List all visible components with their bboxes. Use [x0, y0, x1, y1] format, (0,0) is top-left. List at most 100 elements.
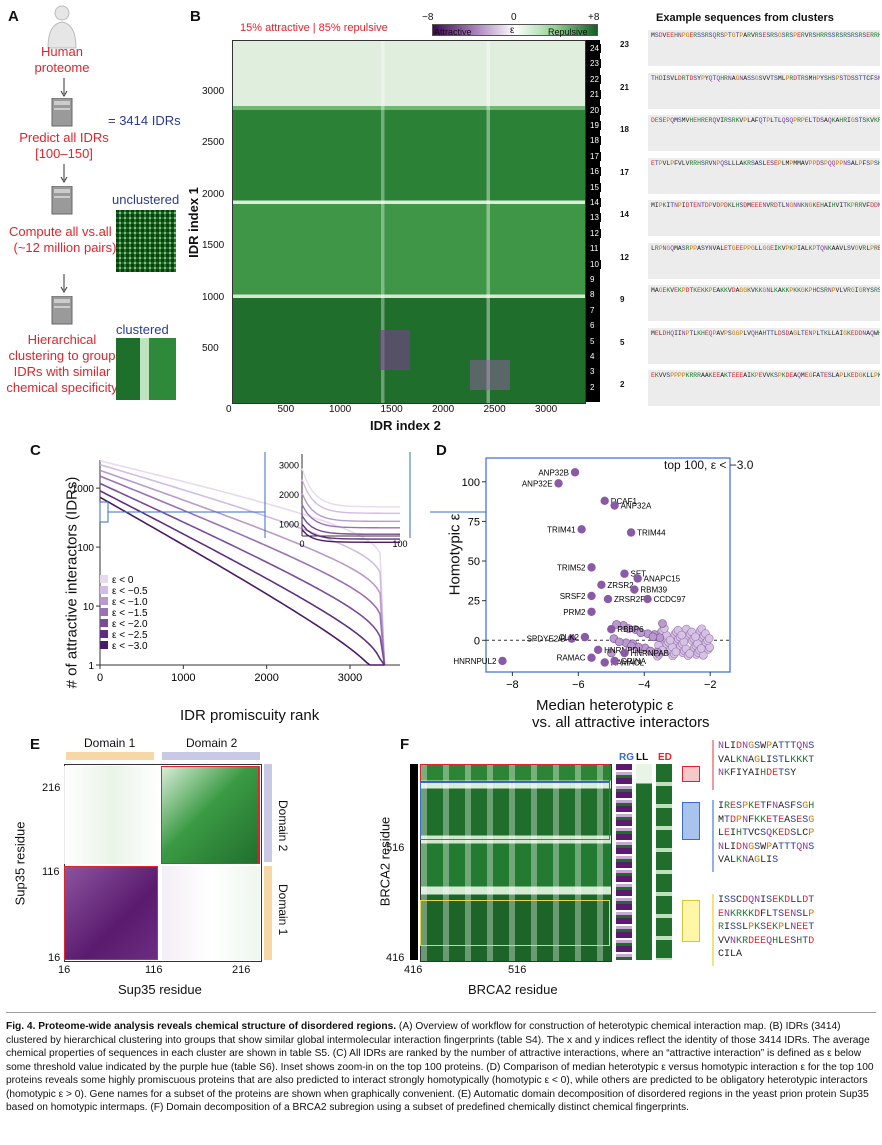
sequence-line: ISSCDQNISEKDLLDT [718, 895, 815, 906]
cluster-label: 3 [588, 367, 597, 377]
c-legend-swatch [100, 641, 108, 649]
d-point [624, 624, 634, 633]
chart-d-ylabel: Homotypic ε [446, 513, 464, 596]
seq-red-block: NLIDNGSWPATTTQNS VALKNAGLISTLKKKT NKFIYAIH… [718, 740, 814, 781]
computer-icon [51, 98, 73, 127]
sequence-line: LEIHTVCSQKEDSLCP [718, 828, 815, 839]
domain2-box [161, 766, 259, 864]
track-rg [616, 764, 632, 960]
d-point-label: CLK2 [559, 633, 580, 642]
sup35-domain2-block [162, 766, 260, 864]
d-point-label: RAMAC [557, 654, 586, 663]
cluster-label: 24 [588, 44, 601, 53]
domain2-bar-right [264, 764, 272, 862]
e-xtick-116: 116 [145, 964, 163, 976]
example-sequence: MAGEKVEKPDTKEKKPEAKKVDAGGKVKKGNLKAKKPKKG… [648, 285, 880, 321]
d-point [658, 619, 667, 628]
c-series-line [99, 460, 386, 666]
heatmap-ytick: 2500 [202, 137, 225, 148]
d-point [606, 648, 616, 658]
sequence-line: NLIDNGSWPATTTQNS [718, 741, 815, 752]
cluster-label: 16 [588, 167, 601, 177]
d-point [570, 468, 580, 477]
e-xlabel: Sup35 residue [118, 982, 202, 997]
example-cluster-number: 5 [620, 337, 625, 347]
c-series-line [99, 496, 385, 666]
seq-red-line [712, 740, 714, 790]
c-ytick: 1000 [72, 484, 95, 495]
d-point-label: RBM39 [640, 586, 667, 595]
d-point-label: SET [630, 570, 646, 579]
heatmap-ytick: 1500 [202, 240, 225, 251]
heatmap-xlabel: IDR index 2 [370, 418, 441, 433]
arrow-down-icon [60, 78, 68, 97]
workflow-step-cluster: Hierarchical clustering to group IDRs wi… [6, 332, 118, 395]
sequence-line: IRESPKETFNASFSGH [718, 801, 815, 812]
example-sequence: THDISVLDRTDSYPYQTQHRNAGNASSGSVVTSMLPRDTR… [648, 72, 880, 109]
example-cluster-number: 18 [620, 125, 629, 134]
d-point-label: ZRSR2 [607, 581, 634, 590]
cluster-label: 14 [588, 198, 601, 207]
f-ytick-516: 516 [386, 842, 405, 854]
cluster-label: 17 [588, 151, 601, 161]
d-point [646, 646, 655, 656]
cluster-label: 19 [588, 121, 601, 130]
d-point [620, 648, 629, 658]
cluster-label: 18 [588, 136, 601, 146]
cluster-label: 11 [588, 244, 601, 254]
d-point [677, 630, 687, 640]
cluster-label: 12 [588, 228, 601, 238]
panel-letter-c: C [30, 442, 41, 459]
chart-d-xlabel: Median heterotypic ε [536, 697, 674, 714]
d-point [600, 496, 609, 505]
example-cluster-number: 12 [620, 252, 629, 262]
unclustered-label: unclustered [112, 192, 180, 207]
c-inset-line [301, 515, 401, 535]
panel-letter-d: D [436, 442, 447, 459]
c-xtick: 1000 [171, 672, 195, 684]
d-ytick: 75 [468, 516, 480, 528]
c-xtick: 2000 [254, 672, 278, 684]
sequence-line: VVNKRDEEQHLESHTD [718, 935, 815, 947]
example-sequence: DESEPQMSMVHEHRERQVIRSRKVPLAFQTPLTLQSQPRP… [648, 115, 880, 151]
d-ytick: 50 [468, 556, 480, 568]
f-xlabel: BRCA2 residue [468, 982, 558, 997]
d-point-label: TRIM41 [547, 525, 576, 534]
chart-d: −8 −6 −4 −2 0 25 50 75 100 ANP32B ANP32E DCAF1ANP32… [430, 457, 731, 691]
cluster-label: 15 [588, 182, 601, 192]
arrow-down-icon [60, 164, 68, 183]
d-point-label: ANAPC15 [644, 574, 681, 583]
e-ytick-116: 116 [42, 866, 60, 878]
cluster-label: 9 [588, 275, 597, 284]
d-point-label: PRM2 [563, 608, 586, 617]
e-ytick-216: 216 [42, 782, 61, 794]
panel-letter-e: E [30, 736, 41, 753]
d-point-label: RBBP6 [617, 625, 644, 634]
d-point-label: HNRNPUL2 [453, 657, 497, 666]
d-ytick: 25 [468, 596, 480, 608]
colorbar-mid: 0 [511, 12, 517, 23]
d-point [577, 525, 586, 534]
d-point [610, 501, 619, 510]
heatmap-xtick: 500 [277, 404, 295, 415]
domain2-label-top: Domain 2 [186, 736, 238, 750]
sup35-offdiag [64, 766, 160, 864]
example-cluster-number: 21 [620, 82, 629, 92]
domain1-bar-top [66, 752, 154, 760]
track-ed-label: ED [658, 752, 672, 763]
d-point-label: ANP32A [621, 502, 652, 511]
domain2-bar-top [162, 752, 260, 760]
d-xtick: −2 [704, 679, 717, 691]
colorbar-min: −8 [422, 12, 434, 23]
heatmap-ylabel: IDR index 1 [185, 187, 201, 258]
chart-d-xlabel2: vs. all attractive interactors [532, 714, 710, 731]
example-sequence: ETPVLPFVLVRRHSRVNPQSLLLAKRSASLESEPLMPMMA… [648, 157, 880, 194]
caption-body: (A) Overview of workflow for constructio… [6, 1021, 874, 1113]
heatmap-xtick: 2500 [483, 404, 506, 415]
heatmap-xtick: 2000 [432, 404, 455, 415]
brca2-side-bar [410, 764, 418, 960]
c-legend-swatch [100, 575, 108, 583]
clustered-thumbnail [116, 338, 176, 400]
d-ytick: 0 [474, 635, 480, 647]
cluster-label: 4 [588, 352, 597, 361]
